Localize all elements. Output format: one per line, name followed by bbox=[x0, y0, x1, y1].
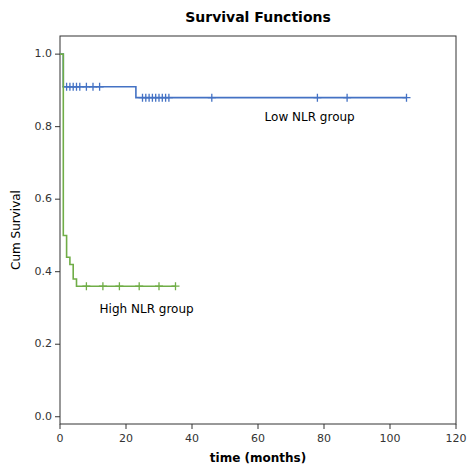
x-tick-label: 60 bbox=[251, 432, 265, 445]
y-axis-label: Cum Survival bbox=[9, 190, 23, 270]
y-tick-label: 0.0 bbox=[35, 410, 53, 423]
censor-mark bbox=[313, 94, 321, 102]
data-group bbox=[60, 54, 411, 290]
y-tick bbox=[55, 54, 60, 55]
y-tick-label: 0.2 bbox=[35, 337, 53, 350]
annotation: High NLR group bbox=[100, 302, 194, 316]
x-tick bbox=[390, 424, 391, 429]
x-tick-label: 120 bbox=[446, 432, 467, 445]
x-tick bbox=[324, 424, 325, 429]
y-tick-label: 0.8 bbox=[35, 120, 53, 133]
y-tick bbox=[55, 416, 60, 417]
plot-frame bbox=[60, 36, 456, 424]
x-tick bbox=[60, 424, 61, 429]
y-tick-label: 0.6 bbox=[35, 192, 53, 205]
x-tick-label: 100 bbox=[380, 432, 401, 445]
censor-mark bbox=[96, 83, 104, 91]
censor-mark bbox=[99, 282, 107, 290]
y-tick-label: 1.0 bbox=[35, 47, 53, 60]
censor-mark bbox=[135, 282, 143, 290]
x-tick-label: 40 bbox=[185, 432, 199, 445]
x-tick-label: 80 bbox=[317, 432, 331, 445]
x-tick-label: 0 bbox=[57, 432, 64, 445]
plot-area bbox=[60, 36, 456, 424]
y-tick bbox=[55, 271, 60, 272]
x-tick bbox=[126, 424, 127, 429]
censor-mark bbox=[155, 282, 163, 290]
censor-mark bbox=[82, 282, 90, 290]
survival-step bbox=[60, 54, 176, 286]
censor-mark bbox=[165, 94, 173, 102]
censor-mark bbox=[343, 94, 351, 102]
x-tick bbox=[258, 424, 259, 429]
title: Survival Functions bbox=[185, 9, 331, 25]
chart: 0 20 40 60 80 100 120 0.0 0.2 0.4 0.6 0.8 1.0 Low NLR… bbox=[0, 0, 474, 474]
survival-step bbox=[60, 54, 407, 98]
x-tick-label: 20 bbox=[119, 432, 133, 445]
annotation: Low NLR group bbox=[265, 110, 355, 124]
censor-mark bbox=[403, 94, 411, 102]
censor-mark bbox=[115, 282, 123, 290]
y-tick bbox=[55, 126, 60, 127]
x-axis-label: time (months) bbox=[210, 451, 306, 465]
y-tick-label: 0.4 bbox=[35, 265, 53, 278]
x-tick bbox=[192, 424, 193, 429]
x-tick bbox=[456, 424, 457, 429]
censor-mark bbox=[208, 94, 216, 102]
y-tick bbox=[55, 199, 60, 200]
censor-mark bbox=[172, 282, 180, 290]
y-tick bbox=[55, 344, 60, 345]
